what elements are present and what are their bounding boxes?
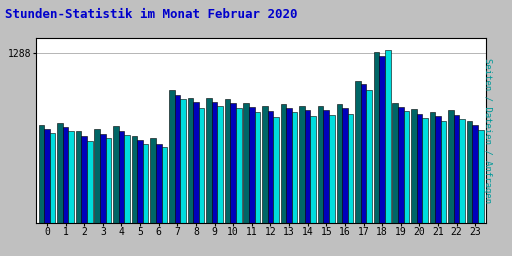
Bar bbox=[38, 125, 44, 223]
Bar bbox=[87, 141, 93, 223]
Text: Stunden-Statistik im Monat Februar 2020: Stunden-Statistik im Monat Februar 2020 bbox=[5, 8, 297, 21]
Bar bbox=[225, 99, 230, 223]
Bar bbox=[385, 50, 391, 223]
Bar bbox=[175, 95, 180, 223]
Bar bbox=[180, 99, 186, 223]
Bar bbox=[95, 129, 100, 223]
Bar bbox=[113, 126, 119, 223]
Bar bbox=[355, 81, 361, 223]
Bar bbox=[212, 102, 218, 223]
Bar bbox=[161, 147, 167, 223]
Bar bbox=[199, 108, 204, 223]
Bar bbox=[268, 111, 273, 223]
Bar bbox=[435, 116, 441, 223]
Bar bbox=[132, 136, 137, 223]
Bar bbox=[156, 144, 161, 223]
Bar bbox=[243, 103, 249, 223]
Bar bbox=[105, 138, 111, 223]
Bar bbox=[366, 90, 372, 223]
Bar bbox=[57, 123, 63, 223]
Bar bbox=[417, 114, 422, 223]
Bar bbox=[430, 112, 435, 223]
Bar bbox=[398, 107, 403, 223]
Bar bbox=[379, 56, 385, 223]
Bar bbox=[249, 107, 254, 223]
Bar bbox=[441, 121, 446, 223]
Bar bbox=[254, 112, 260, 223]
Bar bbox=[459, 119, 465, 223]
Bar bbox=[262, 106, 268, 223]
Bar bbox=[300, 105, 305, 223]
Bar bbox=[329, 115, 335, 223]
Bar bbox=[143, 144, 148, 223]
Bar bbox=[310, 116, 316, 223]
Bar bbox=[193, 102, 199, 223]
Y-axis label: Seiten / Dateien / Anfragen: Seiten / Dateien / Anfragen bbox=[483, 58, 492, 203]
Bar bbox=[305, 110, 310, 223]
Bar bbox=[230, 103, 236, 223]
Bar bbox=[187, 98, 193, 223]
Bar bbox=[206, 98, 212, 223]
Bar bbox=[44, 129, 50, 223]
Bar bbox=[392, 103, 398, 223]
Bar bbox=[218, 106, 223, 223]
Bar bbox=[281, 104, 286, 223]
Bar bbox=[273, 118, 279, 223]
Bar bbox=[76, 131, 81, 223]
Bar bbox=[361, 84, 366, 223]
Bar bbox=[318, 106, 324, 223]
Bar bbox=[342, 109, 348, 223]
Bar bbox=[81, 136, 87, 223]
Bar bbox=[69, 131, 74, 223]
Bar bbox=[467, 121, 473, 223]
Bar bbox=[403, 111, 409, 223]
Bar bbox=[137, 141, 143, 223]
Bar bbox=[124, 134, 130, 223]
Bar bbox=[119, 131, 124, 223]
Bar bbox=[422, 118, 428, 223]
Bar bbox=[454, 115, 459, 223]
Bar bbox=[324, 110, 329, 223]
Bar bbox=[478, 130, 484, 223]
Bar bbox=[151, 138, 156, 223]
Bar bbox=[100, 134, 105, 223]
Bar bbox=[374, 52, 379, 223]
Bar bbox=[169, 90, 175, 223]
Bar bbox=[236, 108, 242, 223]
Bar bbox=[292, 112, 297, 223]
Bar bbox=[448, 110, 454, 223]
Bar bbox=[348, 114, 353, 223]
Bar bbox=[411, 109, 417, 223]
Bar bbox=[286, 108, 292, 223]
Bar bbox=[336, 104, 342, 223]
Bar bbox=[50, 133, 55, 223]
Bar bbox=[63, 127, 69, 223]
Bar bbox=[473, 125, 478, 223]
